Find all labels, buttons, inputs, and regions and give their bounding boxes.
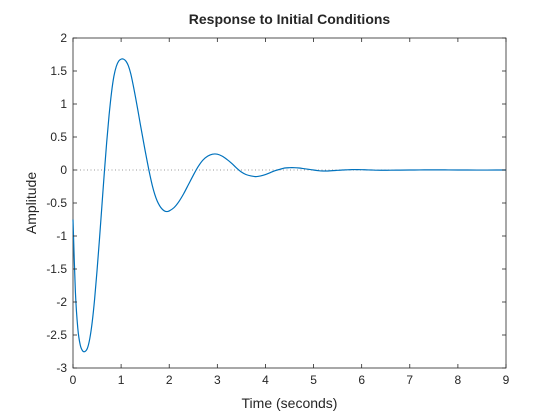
y-tick-label: 1.5: [50, 64, 67, 78]
x-tick-label: 7: [406, 373, 413, 387]
y-axis-label: Amplitude: [23, 172, 39, 234]
x-tick-label: 3: [214, 373, 221, 387]
x-tick-label: 2: [166, 373, 173, 387]
y-tick-label: -0.5: [46, 196, 67, 210]
y-tick-label: 1: [60, 97, 67, 111]
y-axis-ticks: 2 1.5 1 0.5 0 -0.5 -1 -1.5 -2 -2.5 -3: [46, 31, 506, 375]
y-tick-label: 2: [60, 31, 67, 45]
x-tick-label: 8: [455, 373, 462, 387]
x-tick-label: 0: [70, 373, 77, 387]
y-tick-label: -2: [56, 295, 67, 309]
chart-title: Response to Initial Conditions: [189, 11, 391, 27]
x-tick-label: 4: [262, 373, 269, 387]
y-tick-label: -2.5: [46, 328, 67, 342]
y-tick-label: 0: [60, 163, 67, 177]
x-axis-ticks: 0 1 2 3 4 5 6 7 8 9: [70, 38, 510, 387]
plot-area: [72, 37, 507, 369]
x-tick-label: 5: [310, 373, 317, 387]
response-series-line: [72, 58, 507, 353]
x-tick-label: 1: [118, 373, 125, 387]
y-tick-label: -1.5: [46, 262, 67, 276]
y-tick-label: 0.5: [50, 130, 67, 144]
y-tick-label: -1: [56, 229, 67, 243]
x-tick-label: 6: [358, 373, 365, 387]
x-tick-label: 9: [503, 373, 510, 387]
x-axis-label: Time (seconds): [242, 395, 338, 411]
y-tick-label: -3: [56, 361, 67, 375]
